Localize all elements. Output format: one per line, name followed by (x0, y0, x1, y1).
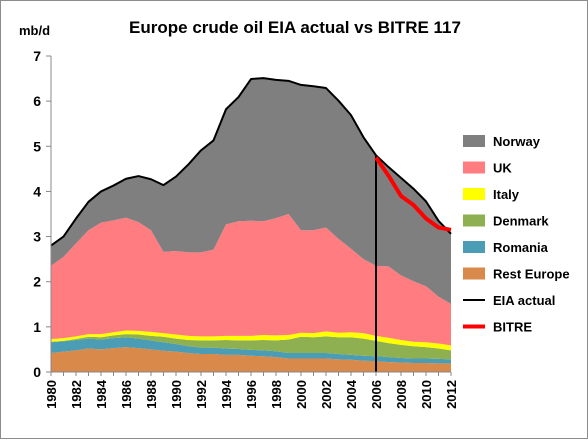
legend-swatch-italy (463, 188, 485, 200)
legend-swatch-uk (463, 161, 485, 174)
x-tick-label: 2002 (319, 380, 334, 409)
chart-title: Europe crude oil EIA actual vs BITRE 117 (129, 18, 461, 37)
y-tick-label: 6 (33, 93, 41, 109)
area-rest-europe (51, 347, 451, 372)
legend-swatch-norway (463, 135, 485, 147)
x-tick-label: 2004 (344, 379, 359, 409)
y-tick-label: 2 (33, 274, 41, 290)
legend-label-italy: Italy (493, 187, 520, 202)
legend-label-norway: Norway (493, 134, 541, 149)
legend-label-denmark: Denmark (493, 214, 549, 229)
x-tick-label: 1986 (119, 380, 134, 409)
area-uk (51, 214, 451, 346)
axes: 0 1 2 3 4 5 6 7 1980 1982 1984 1986 1988 1990 1992 1994… (33, 48, 459, 409)
x-tick-label: 1984 (94, 379, 109, 409)
y-tick-label: 1 (33, 319, 41, 335)
x-tick-label: 1988 (144, 380, 159, 409)
legend-swatch-rest-europe (463, 267, 485, 280)
y-tick-label: 7 (33, 48, 41, 64)
x-tick-label: 1982 (69, 380, 84, 409)
x-tick-label: 1998 (269, 380, 284, 409)
line-eia-actual (50, 77, 452, 247)
y-tick-label: 4 (33, 183, 41, 199)
y-unit-label: mb/d (19, 23, 50, 38)
legend-label-eia-actual: EIA actual (493, 293, 555, 308)
legend: Norway UK Italy Denmark Romania Rest Europe EI… (463, 134, 570, 335)
x-tick-label: 1990 (169, 380, 184, 409)
x-tick-label: 1980 (44, 380, 59, 409)
y-tick-label: 0 (33, 364, 41, 380)
legend-label-bitre: BITRE (493, 320, 532, 335)
x-tick-label: 2012 (444, 380, 459, 409)
legend-label-uk: UK (493, 161, 512, 176)
area-norway (51, 78, 451, 304)
x-tick-label: 2006 (369, 380, 384, 409)
stacked-areas (51, 78, 451, 372)
legend-label-romania: Romania (493, 240, 549, 255)
area-italy (51, 330, 451, 351)
legend-swatch-denmark (463, 214, 485, 227)
line-bitre (374, 156, 452, 232)
x-tick-label: 1992 (194, 380, 209, 409)
x-tick-label: 1994 (219, 379, 234, 409)
y-tick-label: 3 (33, 229, 41, 245)
x-tick-label: 2010 (419, 380, 434, 409)
x-tick-label: 1996 (244, 380, 259, 409)
area-denmark (51, 334, 451, 360)
legend-label-rest-europe: Rest Europe (493, 267, 570, 282)
x-tick-label: 2008 (394, 380, 409, 409)
x-tick-label: 2000 (294, 380, 309, 409)
legend-swatch-romania (463, 241, 485, 253)
area-romania (51, 337, 451, 364)
y-tick-label: 5 (33, 138, 41, 154)
overlay-lines (50, 77, 452, 372)
